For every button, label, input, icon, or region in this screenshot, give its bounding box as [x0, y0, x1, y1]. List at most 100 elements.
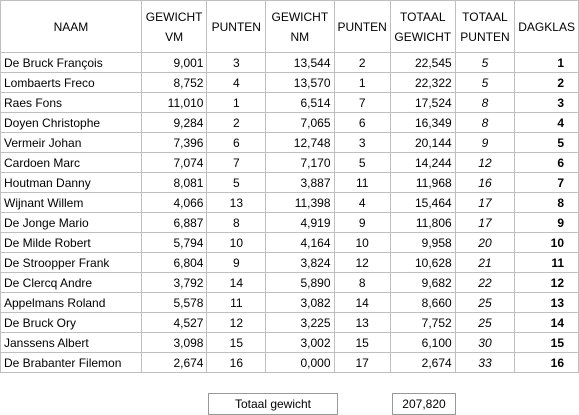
table-cell: 6	[206, 132, 267, 153]
column-header: PUNTEN	[206, 0, 267, 53]
table-cell: 9,958	[389, 232, 456, 253]
table-row: Raes Fons 11,010 1 6,514 7 17,524 8 3	[0, 92, 579, 113]
table-cell: 9	[333, 212, 391, 233]
table-cell: 3,082	[265, 292, 335, 313]
table-cell: 8	[333, 272, 391, 293]
table-cell: 15	[206, 332, 267, 353]
table-cell: 12	[206, 312, 267, 333]
table-cell: 25	[454, 312, 516, 333]
table-cell: 2	[514, 72, 579, 93]
table-cell: 1	[333, 72, 391, 93]
table-cell: 6,514	[265, 92, 335, 113]
table-cell: 3	[333, 132, 391, 153]
table-cell: 8,752	[140, 72, 208, 93]
table-cell: 10	[514, 232, 579, 253]
table-cell: 5	[333, 152, 391, 173]
table-cell: 16	[514, 352, 579, 373]
table-cell: Doyen Christophe	[0, 112, 142, 133]
table-cell: 17	[454, 192, 516, 213]
table-cell: De Milde Robert	[0, 232, 142, 253]
table-cell: 7,170	[265, 152, 335, 173]
table-cell: 5,794	[140, 232, 208, 253]
column-header: TOTAAL PUNTEN	[454, 0, 516, 53]
column-header: PUNTEN	[333, 0, 391, 53]
table-cell: 12	[454, 152, 516, 173]
table-row: De Bruck Ory 4,527 12 3,225 13 7,752 25 14	[0, 312, 579, 333]
table-cell: 6,804	[140, 252, 208, 273]
table-cell: 20,144	[389, 132, 456, 153]
column-header: NAAM	[0, 0, 142, 53]
table-row: De Stroopper Frank 6,804 9 3,824 12 10,628 21 1…	[0, 252, 579, 273]
table-cell: 16	[206, 352, 267, 373]
footer-value: 207,820	[392, 393, 456, 415]
table-body: De Bruck François 9,001 3 13,544 2 22,545 5 1 Lo…	[0, 52, 579, 373]
table-cell: De Bruck François	[0, 52, 142, 73]
table-cell: 10	[333, 232, 391, 253]
table-cell: 4,527	[140, 312, 208, 333]
table-cell: 4	[514, 112, 579, 133]
table-cell: 14	[514, 312, 579, 333]
table-cell: De Brabanter Filemon	[0, 352, 142, 373]
table-cell: 6	[514, 152, 579, 173]
table-cell: 4,066	[140, 192, 208, 213]
table-row: De Milde Robert 5,794 10 4,164 10 9,958 20 10	[0, 232, 579, 253]
table-cell: Wijnant Willem	[0, 192, 142, 213]
table-cell: De Stroopper Frank	[0, 252, 142, 273]
table-row: Houtman Danny 8,081 5 3,887 11 11,968 16 7	[0, 172, 579, 193]
table-cell: 33	[454, 352, 516, 373]
column-header: GEWICHT VM	[140, 0, 208, 53]
table-cell: 3,792	[140, 272, 208, 293]
table-cell: 6,100	[389, 332, 456, 353]
table-cell: 7	[206, 152, 267, 173]
table-cell: 14	[206, 272, 267, 293]
table-cell: 2	[333, 52, 391, 73]
table-cell: De Clercq Andre	[0, 272, 142, 293]
table-cell: 9,284	[140, 112, 208, 133]
table-cell: 7	[333, 92, 391, 113]
table-cell: 25	[454, 292, 516, 313]
table-cell: 6,887	[140, 212, 208, 233]
table-cell: 11,806	[389, 212, 456, 233]
table-cell: 12,748	[265, 132, 335, 153]
table-cell: 10	[206, 232, 267, 253]
table-cell: 3	[514, 92, 579, 113]
table-cell: De Jonge Mario	[0, 212, 142, 233]
table-cell: 7,074	[140, 152, 208, 173]
results-table: NAAM GEWICHT VM PUNTEN GEWICHT NM PUNTEN TOTA…	[0, 0, 579, 373]
table-cell: 1	[206, 92, 267, 113]
table-cell: 9,682	[389, 272, 456, 293]
table-row: Appelmans Roland 5,578 11 3,082 14 8,660 25 13	[0, 292, 579, 313]
table-cell: 8	[454, 92, 516, 113]
table-cell: 13,570	[265, 72, 335, 93]
table-row: Wijnant Willem 4,066 13 11,398 4 15,464 17 8	[0, 192, 579, 213]
table-cell: 13,544	[265, 52, 335, 73]
table-cell: 3,002	[265, 332, 335, 353]
table-cell: 3,225	[265, 312, 335, 333]
table-cell: 4	[206, 72, 267, 93]
table-row: De Bruck François 9,001 3 13,544 2 22,545 5 1	[0, 52, 579, 73]
column-header: DAGKLAS	[514, 0, 579, 53]
table-cell: 5,890	[265, 272, 335, 293]
table-row: De Jonge Mario 6,887 8 4,919 9 11,806 17 9	[0, 212, 579, 233]
table-cell: 11	[514, 252, 579, 273]
table-row: Janssens Albert 3,098 15 3,002 15 6,100 30 15	[0, 332, 579, 353]
table-cell: Appelmans Roland	[0, 292, 142, 313]
table-cell: 5,578	[140, 292, 208, 313]
table-cell: Janssens Albert	[0, 332, 142, 353]
table-cell: 2	[206, 112, 267, 133]
table-cell: 8,081	[140, 172, 208, 193]
table-cell: 17	[454, 212, 516, 233]
table-cell: 13	[206, 192, 267, 213]
table-cell: 15	[514, 332, 579, 353]
table-cell: Cardoen Marc	[0, 152, 142, 173]
table-cell: 17	[333, 352, 391, 373]
table-row: Cardoen Marc 7,074 7 7,170 5 14,244 12 6	[0, 152, 579, 173]
table-cell: 15,464	[389, 192, 456, 213]
table-row: De Brabanter Filemon 2,674 16 0,000 17 2,674 3…	[0, 352, 579, 373]
table-cell: 30	[454, 332, 516, 353]
table-cell: 4,164	[265, 232, 335, 253]
table-cell: 22	[454, 272, 516, 293]
table-cell: 14	[333, 292, 391, 313]
table-cell: 8,660	[389, 292, 456, 313]
table-cell: 9	[454, 132, 516, 153]
